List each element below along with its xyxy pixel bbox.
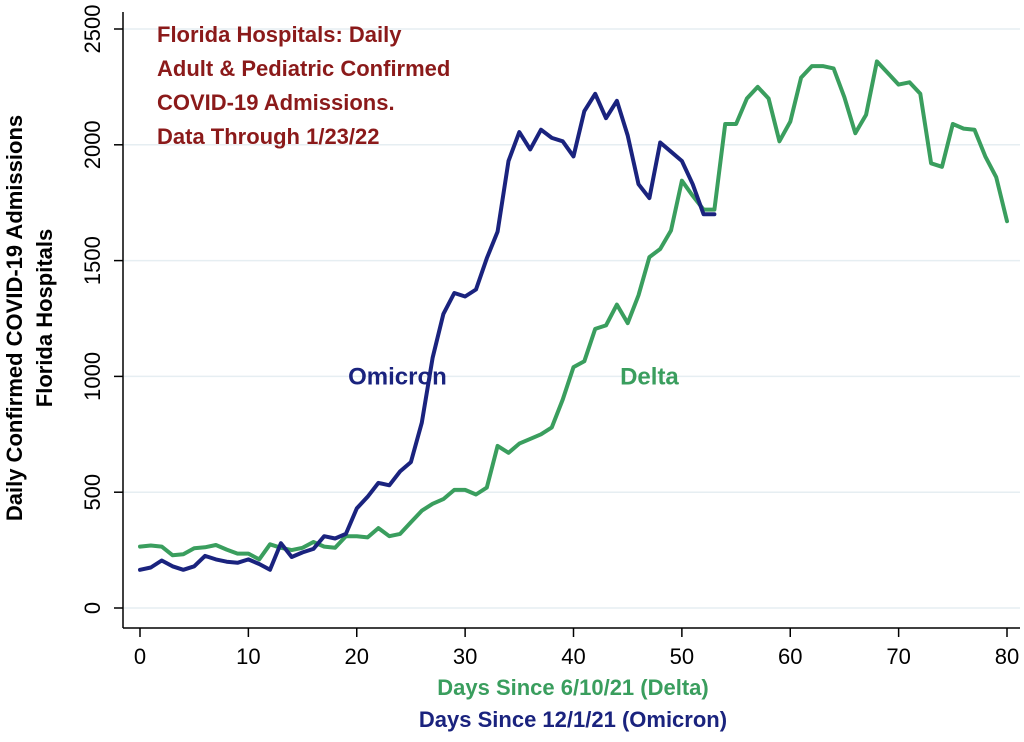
x-tick-label: 20	[345, 644, 369, 669]
y-tick-label: 2000	[80, 120, 105, 169]
y-axis-label-line-1: Daily Confirmed COVID-19 Admissions	[2, 115, 27, 521]
x-tick-label: 10	[236, 644, 260, 669]
title-line-2: Adult & Pediatric Confirmed	[157, 56, 450, 81]
x-axis-label-delta: Days Since 6/10/21 (Delta)	[437, 675, 708, 700]
title-line-4: Data Through 1/23/22	[157, 124, 380, 149]
x-ticks: 0 10 20 30 40 50 60 70 80	[134, 628, 1019, 669]
x-tick-label: 30	[453, 644, 477, 669]
series-annotations: Omicron Delta	[348, 363, 679, 390]
y-tick-label: 1500	[80, 236, 105, 285]
annotation-delta: Delta	[620, 363, 679, 390]
y-axis-label: Daily Confirmed COVID-19 Admissions Flor…	[2, 115, 57, 521]
series-line-omicron	[138, 91, 717, 572]
x-tick-label: 40	[561, 644, 585, 669]
y-tick-label: 0	[80, 602, 105, 614]
x-axis-labels: Days Since 6/10/21 (Delta) Days Since 12…	[419, 675, 727, 732]
series-lines	[138, 59, 1009, 572]
x-tick-label: 0	[134, 644, 146, 669]
gridlines	[124, 28, 1020, 609]
y-axis-label-line-2: Florida Hospitals	[32, 229, 57, 407]
x-tick-label: 70	[886, 644, 910, 669]
annotation-omicron: Omicron	[348, 363, 447, 390]
y-tick-label: 1000	[80, 352, 105, 401]
x-tick-label: 60	[778, 644, 802, 669]
x-tick-label: 50	[670, 644, 694, 669]
y-tick-label: 2500	[80, 5, 105, 54]
x-tick-label: 80	[995, 644, 1019, 669]
x-axis-label-omicron: Days Since 12/1/21 (Omicron)	[419, 707, 727, 732]
axes	[122, 12, 1020, 629]
y-ticks: 0 500 1000 1500 2000 2500	[80, 5, 123, 614]
chart-title: Florida Hospitals: Daily Adult & Pediatr…	[157, 22, 450, 149]
title-line-1: Florida Hospitals: Daily	[157, 22, 402, 47]
title-line-3: COVID-19 Admissions.	[157, 90, 395, 115]
y-tick-label: 500	[80, 474, 105, 511]
